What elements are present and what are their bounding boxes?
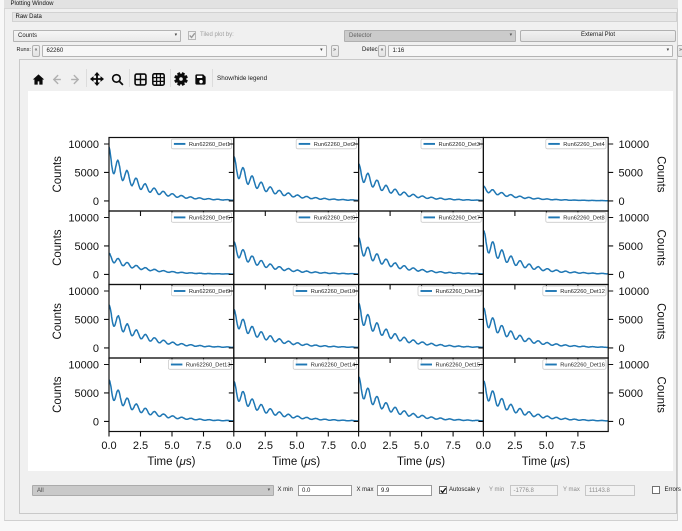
svg-text:0: 0	[618, 343, 624, 355]
svg-text:Run62260_Det11: Run62260_Det11	[435, 289, 479, 295]
svg-text:Run62260_Det6: Run62260_Det6	[313, 215, 354, 221]
svg-text:5000: 5000	[74, 314, 98, 326]
svg-text:Time (μs): Time (μs)	[396, 456, 444, 468]
svg-text:Time (μs): Time (μs)	[521, 456, 569, 468]
svg-text:0: 0	[92, 196, 98, 208]
svg-text:10000: 10000	[618, 139, 649, 151]
svg-text:5.0: 5.0	[413, 439, 428, 451]
svg-text:5000: 5000	[618, 388, 642, 400]
svg-text:Run62260_Det14: Run62260_Det14	[310, 362, 355, 368]
svg-text:7.5: 7.5	[320, 439, 335, 451]
svg-text:0.0: 0.0	[350, 439, 365, 451]
svg-text:10000: 10000	[68, 359, 99, 371]
svg-text:10000: 10000	[618, 286, 649, 298]
svg-text:10000: 10000	[68, 286, 99, 298]
svg-text:Run62260_Det13: Run62260_Det13	[185, 362, 230, 368]
svg-text:5000: 5000	[74, 388, 98, 400]
svg-text:10000: 10000	[68, 139, 99, 151]
svg-text:Run62260_Det9: Run62260_Det9	[188, 289, 229, 295]
svg-text:Run62260_Det2: Run62260_Det2	[313, 142, 354, 148]
svg-text:5.0: 5.0	[289, 439, 304, 451]
svg-text:Run62260_Det16: Run62260_Det16	[560, 362, 605, 368]
svg-text:5000: 5000	[74, 241, 98, 253]
svg-text:5.0: 5.0	[538, 439, 553, 451]
svg-text:10000: 10000	[618, 359, 649, 371]
svg-text:Run62260_Det15: Run62260_Det15	[435, 362, 480, 368]
svg-text:5.0: 5.0	[164, 439, 179, 451]
svg-text:0.0: 0.0	[475, 439, 490, 451]
svg-text:0.0: 0.0	[226, 439, 241, 451]
svg-text:0: 0	[618, 269, 624, 281]
svg-text:2.5: 2.5	[257, 439, 272, 451]
svg-text:0: 0	[618, 416, 624, 428]
svg-text:Counts: Counts	[52, 229, 64, 266]
svg-text:0.0: 0.0	[101, 439, 116, 451]
svg-text:Run62260_Det8: Run62260_Det8	[563, 215, 604, 221]
svg-text:7.5: 7.5	[195, 439, 210, 451]
svg-text:Counts: Counts	[654, 156, 666, 193]
svg-text:Time (μs): Time (μs)	[272, 456, 320, 468]
svg-text:Counts: Counts	[52, 376, 64, 413]
svg-text:0: 0	[92, 343, 98, 355]
svg-text:2.5: 2.5	[507, 439, 522, 451]
svg-text:2.5: 2.5	[382, 439, 397, 451]
svg-text:Run62260_Det5: Run62260_Det5	[188, 215, 229, 221]
svg-text:Run62260_Det4: Run62260_Det4	[563, 142, 604, 148]
svg-text:Run62260_Det7: Run62260_Det7	[438, 215, 479, 221]
svg-text:7.5: 7.5	[445, 439, 460, 451]
svg-text:Time (μs): Time (μs)	[147, 456, 195, 468]
svg-text:5000: 5000	[74, 167, 98, 179]
svg-text:5000: 5000	[618, 314, 642, 326]
svg-text:Run62260_Det10: Run62260_Det10	[310, 289, 355, 295]
svg-text:5000: 5000	[618, 167, 642, 179]
svg-text:5000: 5000	[618, 241, 642, 253]
svg-text:Counts: Counts	[52, 302, 64, 339]
svg-text:Counts: Counts	[654, 376, 666, 413]
svg-text:Counts: Counts	[654, 229, 666, 266]
svg-text:2.5: 2.5	[132, 439, 147, 451]
svg-text:Counts: Counts	[52, 155, 64, 192]
svg-text:Run62260_Det3: Run62260_Det3	[438, 142, 479, 148]
svg-text:7.5: 7.5	[570, 439, 585, 451]
svg-text:0: 0	[92, 416, 98, 428]
svg-text:10000: 10000	[618, 212, 649, 224]
svg-text:Counts: Counts	[654, 303, 666, 340]
svg-text:0: 0	[92, 269, 98, 281]
svg-text:10000: 10000	[68, 212, 99, 224]
svg-text:0: 0	[618, 196, 624, 208]
svg-text:Run62260_Det12: Run62260_Det12	[560, 289, 605, 295]
svg-text:Run62260_Det1: Run62260_Det1	[188, 142, 229, 148]
